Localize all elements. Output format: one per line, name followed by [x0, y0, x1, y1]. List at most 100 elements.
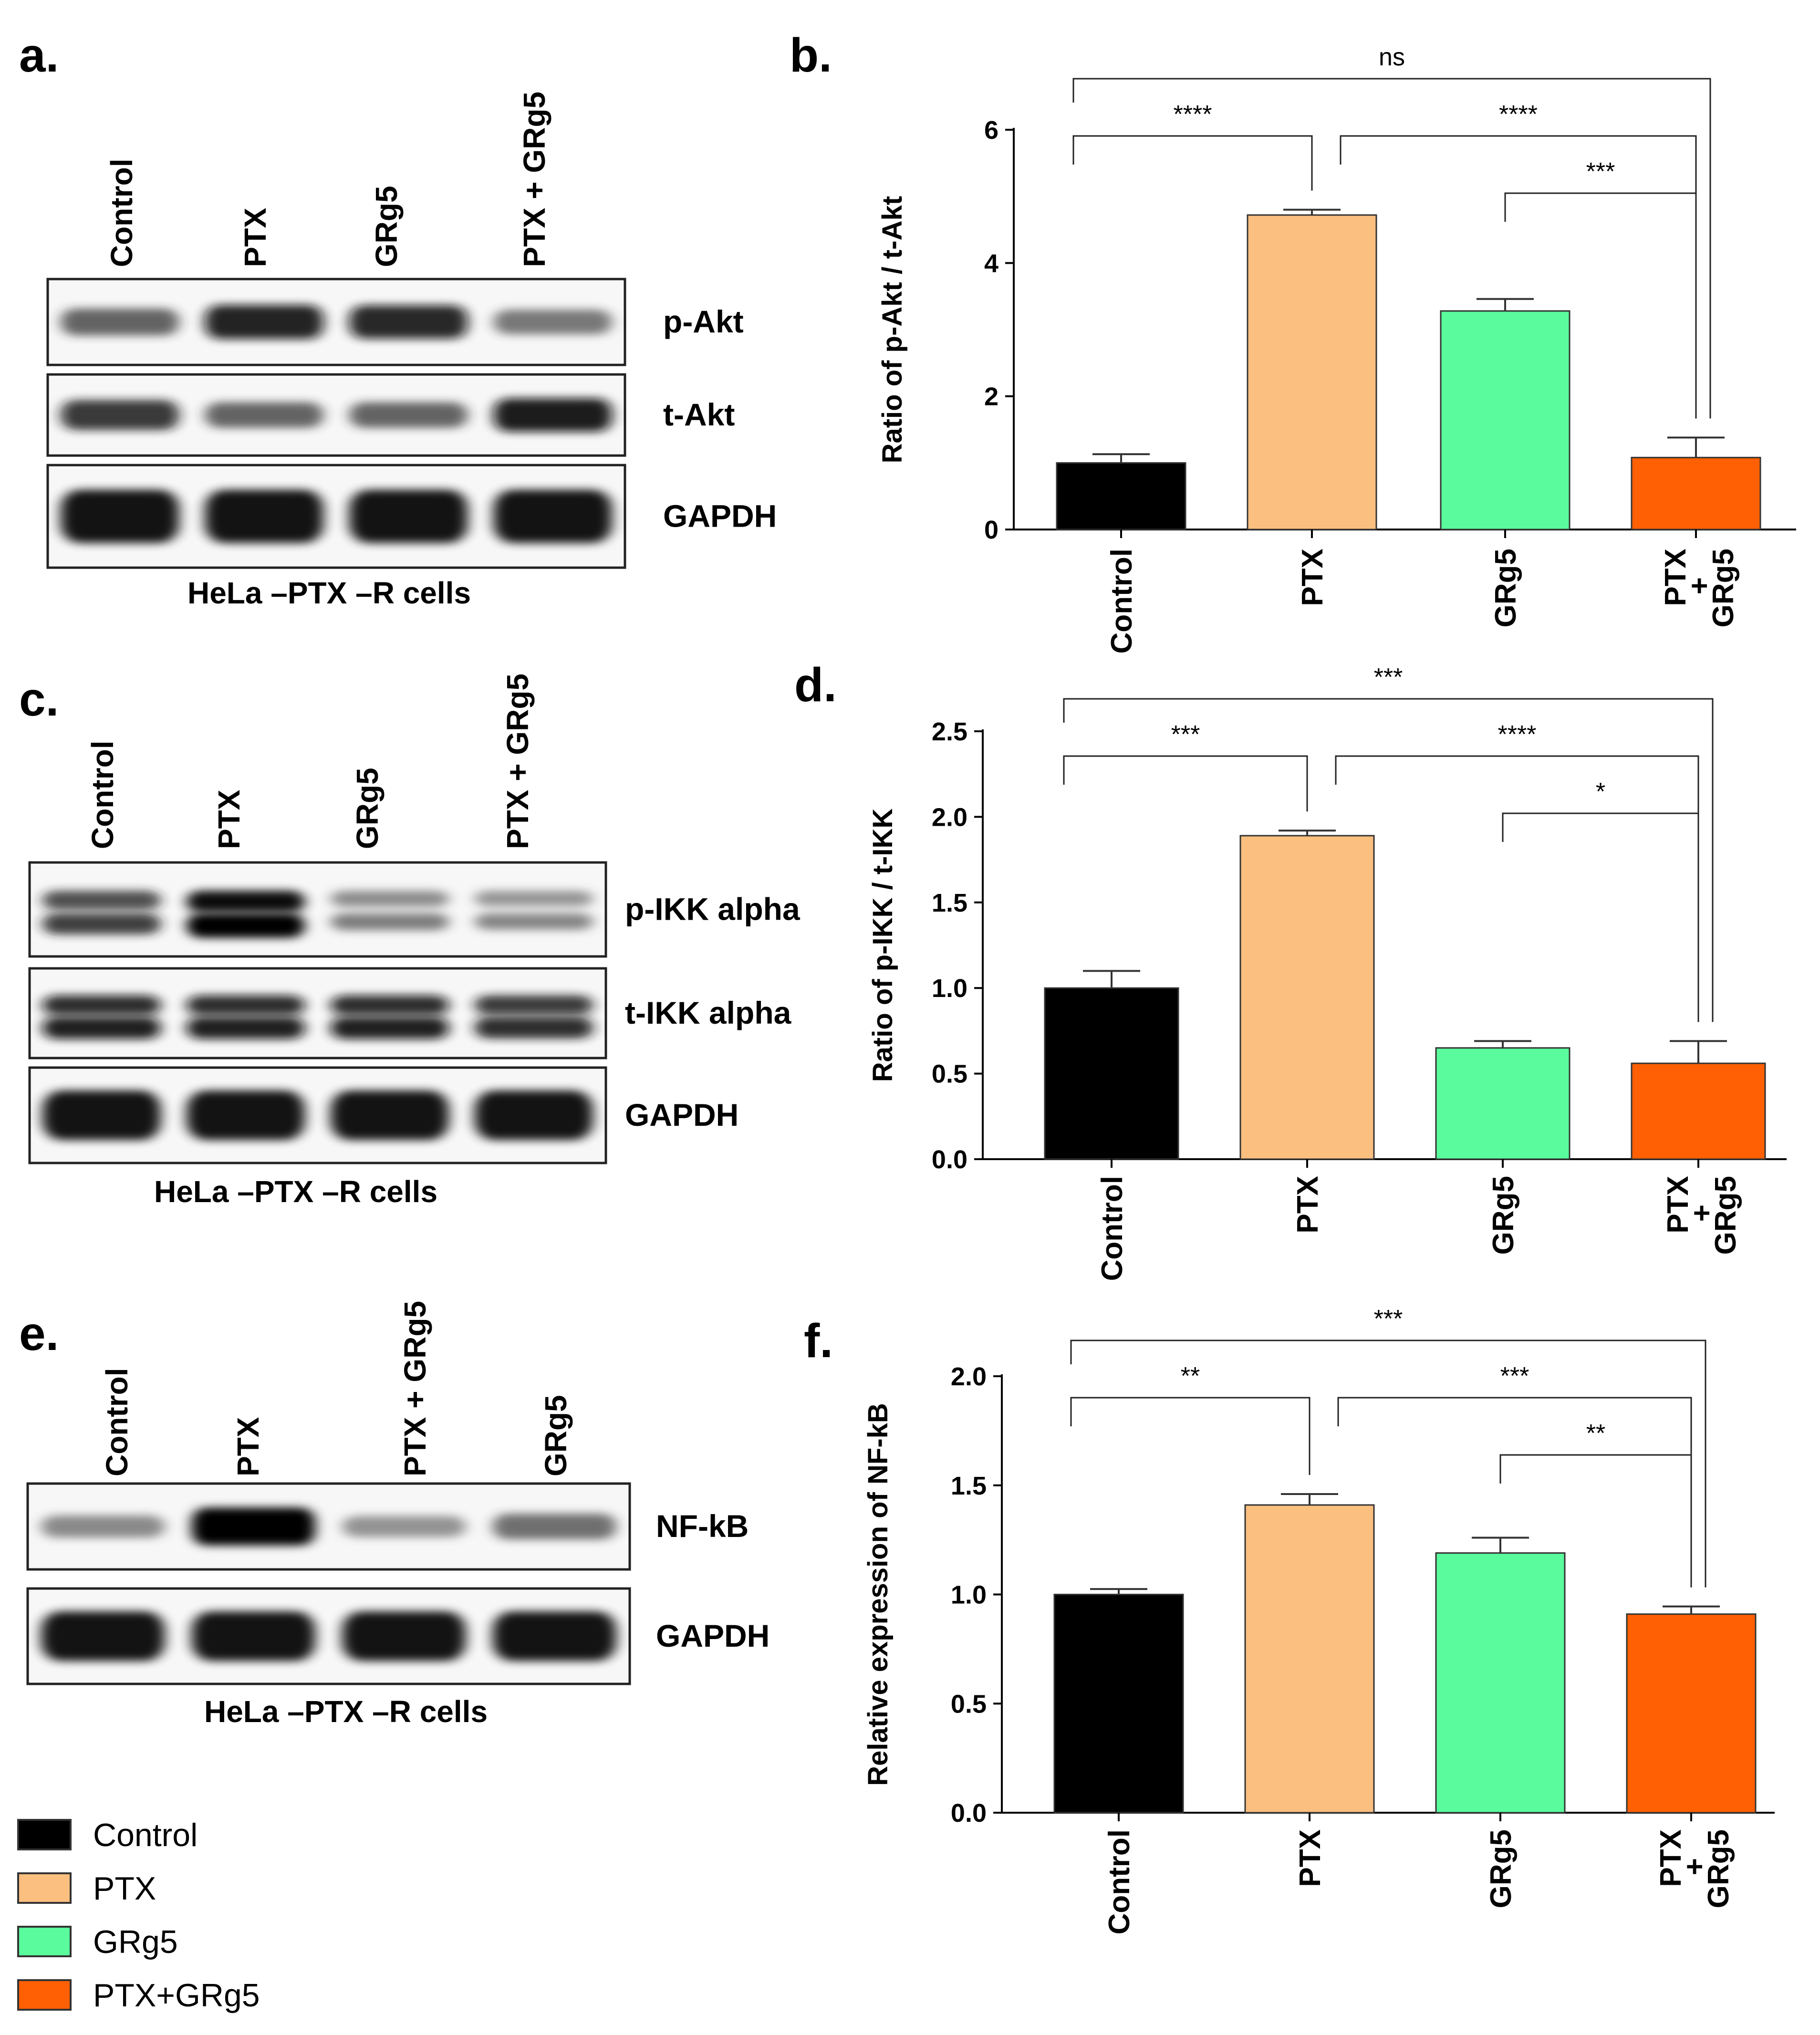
sig-label-f-2: *** — [1500, 1362, 1529, 1390]
bar-f-control — [1053, 1594, 1184, 1814]
band-lower-t-ikk-alpha-3 — [475, 1017, 593, 1039]
band-gapdh-1 — [187, 1090, 305, 1140]
panel-letter-f: f. — [804, 1314, 833, 1368]
band-lower-t-ikk-alpha-0 — [42, 1017, 161, 1039]
band-lower-p-ikk-alpha-3 — [475, 913, 593, 930]
y-tick-label-b-2: 4 — [984, 249, 998, 278]
band-t-akt-2 — [349, 402, 468, 428]
panel-letter-a: a. — [19, 29, 59, 82]
band-gapdh-2 — [349, 489, 468, 543]
lane-label-control: Control — [104, 159, 139, 268]
blot-caption-a: HeLa –PTX –R cells — [187, 576, 471, 610]
legend-swatch-ptx-grg5 — [17, 1979, 72, 2011]
y-tick-label-d-4: 2.0 — [932, 803, 967, 831]
y-tick-label-b-3: 6 — [984, 116, 998, 145]
band-nf-kb-3 — [492, 1514, 616, 1539]
lane-label-grg5: GRg5 — [350, 768, 385, 849]
x-cat-label-part-d-1: GRg5 — [1709, 1176, 1742, 1255]
x-cat-label-plus-f: + — [1678, 1858, 1711, 1875]
bar-d-grg5 — [1435, 1047, 1570, 1160]
x-cat-label-part-f-1: GRg5 — [1702, 1829, 1735, 1908]
chart-d: d. 0.0 0.5 1.0 1.5 2.0 2.5 Ratio of p-IKK / t-I… — [794, 658, 1787, 1281]
y-tick-label-f-4: 2.0 — [951, 1362, 987, 1391]
sig-bracket-b-1 — [1072, 135, 1313, 191]
sig-label-d-1: *** — [1171, 721, 1200, 748]
lane-label-ptx: PTX — [212, 789, 246, 849]
bar-b-ptx — [1247, 214, 1377, 530]
band-gapdh-3 — [492, 1611, 616, 1661]
x-cat-label-d-ptx: PTX — [1291, 1176, 1324, 1234]
band-gapdh-3 — [475, 1090, 593, 1140]
band-p-akt-3 — [493, 310, 612, 334]
bar-chart-layer: b. 0 2 4 6 Ratio of p-Akt / t-Akt Control PTX GR… — [790, 29, 1796, 1934]
panel-letter-e: e. — [19, 1307, 59, 1360]
y-tick-label-f-1: 0.5 — [951, 1690, 987, 1718]
band-upper-t-ikk-alpha-1 — [187, 995, 305, 1016]
lane-label-ptx-grg5: PTX + GRg5 — [500, 674, 535, 849]
y-tick-label-d-0: 0.0 — [932, 1145, 967, 1174]
band-nf-kb-0 — [41, 1515, 165, 1538]
sig-bracket-f-3 — [1499, 1454, 1692, 1588]
lane-label-ptx: PTX — [238, 208, 272, 267]
band-lower-p-ikk-alpha-2 — [331, 913, 449, 931]
legend-label-grg5: GRg5 — [93, 1924, 178, 1960]
x-cat-label-plus-d: + — [1685, 1204, 1718, 1222]
legend-swatch-grg5 — [17, 1926, 72, 1957]
band-t-akt-1 — [205, 402, 323, 428]
western-blot-layer: a. Control PTX GRg5 PTX + GRg5 p-Akt t-Akt GAPD… — [19, 29, 801, 1729]
sig-bracket-f-1 — [1070, 1397, 1310, 1475]
sig-label-f-1: ** — [1181, 1362, 1200, 1390]
bar-f-ptx — [1244, 1504, 1375, 1814]
x-cat-label-f-ptx-grg5: PTX+GRg5 — [1654, 1829, 1735, 1908]
chart-f: f. 0.0 0.5 1.0 1.5 2.0 Relative expression of … — [804, 1305, 1775, 1934]
x-cat-label-d-grg5: GRg5 — [1487, 1176, 1520, 1255]
band-lower-p-ikk-alpha-0 — [42, 913, 161, 934]
band-gapdh-0 — [41, 1611, 165, 1661]
panel-letter-b: b. — [790, 29, 832, 82]
band-upper-t-ikk-alpha-3 — [475, 995, 593, 1015]
chart-b: b. 0 2 4 6 Ratio of p-Akt / t-Akt Control PTX GR… — [790, 29, 1796, 654]
sig-bracket-f-0 — [1070, 1339, 1706, 1588]
lane-label-ptx-grg5: PTX + GRg5 — [517, 92, 551, 267]
row-label-gapdh: GAPDH — [625, 1097, 738, 1132]
x-cat-label-part-b-0: PTX — [1659, 549, 1692, 606]
band-upper-p-ikk-alpha-1 — [187, 891, 305, 913]
row-label-t-akt: t-Akt — [663, 397, 735, 432]
lane-label-grg5: GRg5 — [369, 186, 404, 267]
band-gapdh-2 — [342, 1611, 466, 1661]
bar-f-ptx-grg5 — [1626, 1613, 1757, 1814]
panel-letter-c: c. — [19, 673, 59, 726]
legend-label-ptx: PTX — [93, 1870, 156, 1907]
band-gapdh-1 — [205, 489, 323, 543]
panel-letter-d: d. — [794, 658, 837, 712]
blot-panel-e: e. Control PTX PTX + GRg5 GRg5 NF-kB GAPDH HeLa… — [19, 1301, 770, 1729]
band-upper-p-ikk-alpha-0 — [42, 891, 161, 910]
x-cat-label-f-control: Control — [1103, 1829, 1136, 1934]
band-upper-p-ikk-alpha-2 — [331, 891, 449, 907]
sig-label-f-3: ** — [1586, 1420, 1605, 1447]
legend-label-ptx-grg5: PTX+GRg5 — [93, 1977, 260, 2014]
lane-label-ptx-grg5: PTX + GRg5 — [398, 1301, 432, 1476]
x-cat-label-part-d-0: PTX — [1662, 1176, 1695, 1234]
band-lower-t-ikk-alpha-2 — [331, 1017, 449, 1039]
row-label-nf-kb: NF-kB — [656, 1508, 749, 1544]
sig-label-b-0: ns — [1379, 43, 1405, 71]
x-cat-label-plus-b: + — [1683, 577, 1716, 594]
band-lower-p-ikk-alpha-1 — [187, 913, 305, 938]
row-label-t-ikk-alpha: t-IKK alpha — [625, 995, 792, 1030]
band-t-akt-0 — [61, 400, 179, 430]
sig-label-d-3: * — [1596, 778, 1605, 806]
band-lower-t-ikk-alpha-1 — [187, 1017, 305, 1039]
blot-caption-e: HeLa –PTX –R cells — [204, 1694, 488, 1729]
x-cat-label-b-grg5: GRg5 — [1489, 549, 1522, 627]
blot-panel-c: c. Control PTX GRg5 PTX + GRg5 p-IKK alpha t-I… — [19, 673, 801, 1209]
sig-label-d-2: **** — [1498, 721, 1537, 748]
legend-swatch-control — [17, 1819, 72, 1850]
bar-b-grg5 — [1440, 310, 1570, 530]
band-gapdh-0 — [61, 489, 179, 543]
sig-label-b-3: *** — [1586, 158, 1615, 186]
sig-bracket-d-3 — [1502, 812, 1699, 1022]
blot-panel-a: a. Control PTX GRg5 PTX + GRg5 p-Akt t-Akt GAPD… — [19, 29, 777, 610]
band-upper-p-ikk-alpha-3 — [475, 891, 593, 907]
sig-label-b-1: **** — [1174, 101, 1212, 128]
